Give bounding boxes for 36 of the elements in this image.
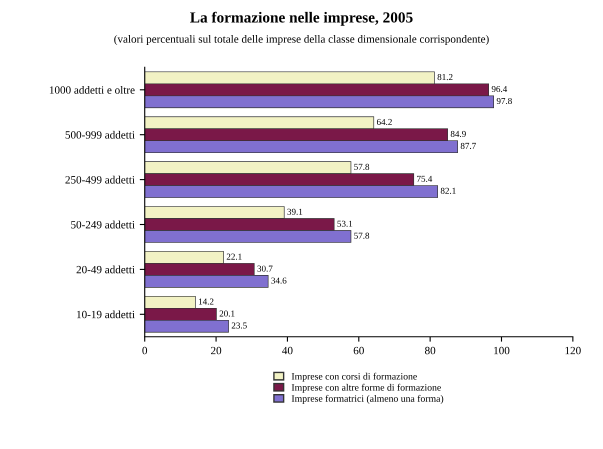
y-tick-label: 1000 addetti e oltre — [50, 86, 135, 94]
y-tick-label: 50-249 addetti — [71, 220, 135, 228]
x-tick-label: 60 — [354, 346, 364, 354]
x-tick-label: 0 — [142, 346, 148, 354]
x-tick-label: 120 — [565, 346, 581, 354]
data-label: 39.1 — [287, 208, 302, 215]
data-label: 81.2 — [438, 74, 452, 80]
data-label: 34.6 — [271, 278, 286, 284]
y-tick-label: 250-499 addetti — [65, 176, 135, 184]
chart-title: La formazione nelle imprese, 2005 — [190, 12, 413, 26]
data-label: 97.8 — [496, 98, 512, 104]
data-label: 57.8 — [354, 232, 370, 239]
legend-label: Imprese con corsi di formazione — [292, 372, 417, 382]
legend-label: Imprese formatrici (almeno una forma) — [292, 394, 444, 404]
data-label: 75.4 — [417, 176, 432, 182]
data-label: 22.1 — [226, 254, 242, 260]
data-label: 14.2 — [198, 298, 214, 305]
y-tick-label: 20-49 addetti — [76, 266, 135, 274]
data-label: 64.2 — [376, 118, 392, 126]
legend-label: Imprese con altre forme di formazione — [292, 384, 441, 393]
data-label: 84.9 — [450, 130, 466, 137]
data-label: 82.1 — [440, 188, 456, 194]
y-tick-label: 500-999 addetti — [66, 130, 135, 139]
data-label: 96.4 — [492, 86, 508, 92]
chart-subtitle: (valori percentuali sul totale delle imprese della classe dimensionale corrispondente) — [114, 34, 489, 46]
x-tick-label: 80 — [425, 346, 436, 354]
data-label: 53.1 — [337, 220, 352, 227]
x-tick-label: 100 — [494, 346, 510, 354]
data-label: 23.5 — [232, 322, 247, 329]
data-label: 30.7 — [257, 266, 273, 272]
x-tick-label: 20 — [211, 346, 222, 354]
data-label: 87.7 — [460, 142, 476, 149]
x-tick-label: 40 — [282, 346, 293, 354]
y-tick-label: 10-19 addetti — [77, 310, 135, 318]
data-label: 20.1 — [220, 310, 234, 317]
data-label: 57.8 — [354, 164, 370, 170]
